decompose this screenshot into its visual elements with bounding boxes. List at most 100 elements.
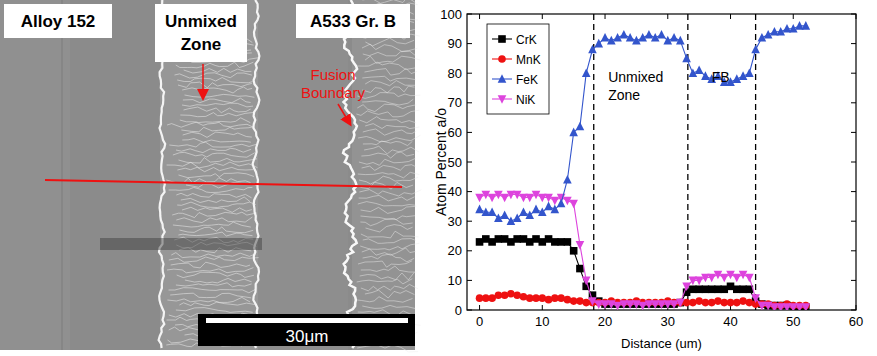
texture [365, 38, 414, 46]
scale-bar-label: 30μm [286, 327, 329, 346]
marker [538, 294, 546, 302]
texture [182, 207, 252, 212]
texture [359, 158, 416, 165]
texture [361, 231, 419, 238]
y-tick-label: 40 [448, 184, 462, 199]
texture [358, 135, 420, 142]
texture [173, 152, 255, 157]
marker [707, 274, 716, 283]
series-line [480, 26, 806, 221]
texture [179, 173, 255, 178]
marker [739, 297, 747, 305]
marker [570, 247, 578, 255]
marker [676, 36, 685, 45]
marker [751, 294, 760, 303]
marker [714, 297, 722, 305]
texture [361, 206, 417, 213]
texture [178, 82, 252, 88]
x-tick [605, 14, 606, 19]
texture [176, 148, 251, 152]
texture [176, 283, 252, 287]
marker [545, 296, 553, 304]
marker [520, 293, 528, 301]
texture [169, 142, 256, 147]
y-tick-label: 60 [448, 125, 462, 140]
marker [682, 283, 691, 292]
plot-area [475, 14, 810, 310]
texture [360, 272, 415, 280]
scale-bar-box [198, 314, 415, 346]
marker [488, 194, 497, 203]
chart: 01020304050607080901000102030405060Dista… [433, 0, 877, 356]
marker [557, 294, 565, 302]
figure: Alloy 152UnmixedZoneA533 Gr. BFusionBoun… [0, 0, 877, 356]
texture [179, 302, 256, 306]
texture [359, 195, 415, 201]
annotation-line: Zone [608, 87, 640, 103]
texture [167, 268, 253, 273]
texture [363, 141, 413, 146]
scale-bar [206, 318, 408, 323]
y-tick-label: 0 [455, 303, 462, 318]
texture [364, 146, 419, 154]
texture [361, 266, 417, 272]
texture [361, 284, 418, 290]
y-tick-label: 80 [448, 66, 462, 81]
x-tick [479, 305, 480, 310]
texture [358, 202, 416, 206]
plot-frame [467, 14, 856, 310]
texture [167, 122, 255, 128]
y-tick [467, 221, 472, 222]
scratch [62, 0, 63, 350]
texture [360, 218, 412, 225]
annotation: FB [712, 69, 730, 85]
texture [172, 212, 257, 217]
texture [363, 129, 417, 135]
x-tick-label: 20 [598, 314, 612, 329]
legend-label: MnK [516, 53, 541, 67]
y-tick-label: 10 [448, 273, 462, 288]
micrograph: Alloy 152UnmixedZoneA533 Gr. BFusionBoun… [0, 0, 421, 352]
texture [358, 172, 420, 178]
marker [695, 277, 704, 286]
texture [182, 87, 252, 93]
marker [513, 291, 521, 299]
marker [733, 299, 741, 307]
marker [498, 35, 506, 43]
texture [363, 51, 415, 56]
y-tick [467, 73, 472, 74]
marker [689, 299, 697, 307]
texture [357, 104, 416, 111]
legend-label: NiK [516, 93, 535, 107]
texture [365, 68, 418, 75]
marker [701, 71, 710, 80]
texture [178, 232, 252, 236]
texture [184, 107, 251, 113]
y-tick-label: 50 [448, 155, 462, 170]
marker [745, 68, 754, 77]
marker [695, 297, 703, 305]
x-tick-label: 10 [535, 314, 549, 329]
fusion-boundary [343, 0, 358, 348]
region-label-line: Zone [181, 35, 222, 54]
marker [475, 194, 484, 203]
y-tick [851, 191, 856, 192]
x-axis-label: Distance (um) [621, 336, 702, 351]
x-tick [667, 14, 668, 19]
marker [764, 302, 773, 310]
y-axis-label: Atom Percent a/o [433, 108, 449, 216]
texture [171, 262, 250, 268]
marker [745, 274, 754, 283]
x-tick-label: 0 [476, 314, 483, 329]
y-tick [851, 102, 856, 103]
texture [176, 193, 251, 198]
y-tick [467, 280, 472, 281]
chart-background [440, 0, 877, 356]
marker [645, 30, 654, 39]
region-label: A533 Gr. B [310, 12, 396, 31]
y-tick [851, 250, 856, 251]
marker [507, 290, 515, 298]
y-tick [467, 162, 472, 163]
texture [175, 73, 252, 78]
texture [169, 187, 253, 192]
